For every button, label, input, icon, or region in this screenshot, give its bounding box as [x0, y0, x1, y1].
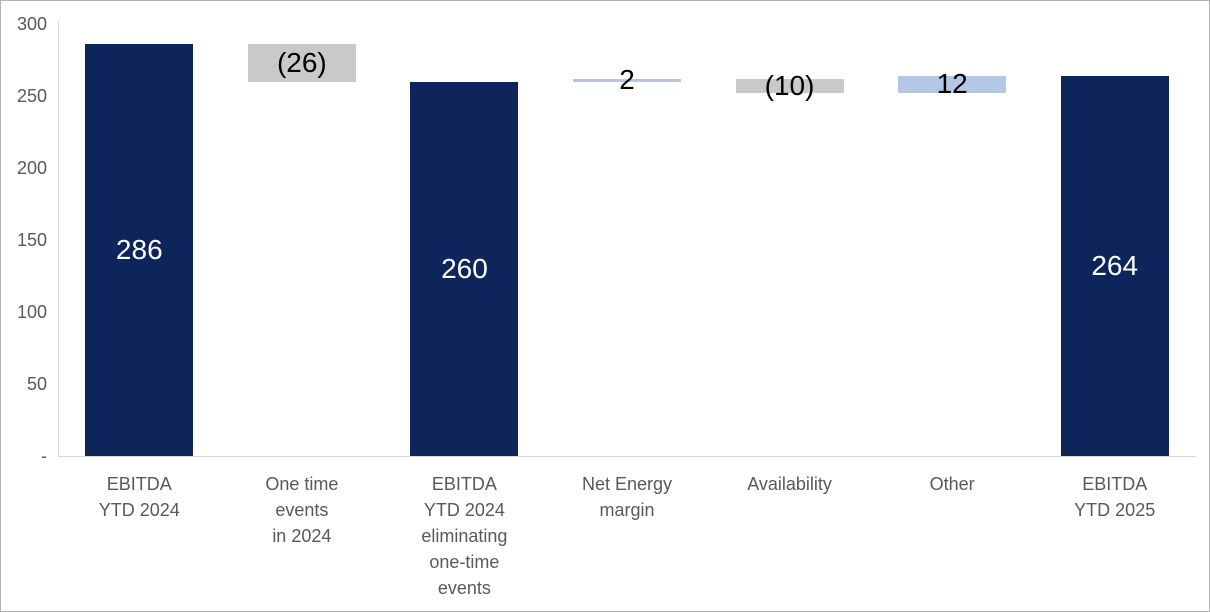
bar-value-label: 2 — [619, 64, 635, 96]
bar-5 — [735, 78, 844, 94]
bar-4 — [573, 78, 681, 82]
category-label-line: Net Energy — [581, 474, 672, 494]
category-label: Net Energy margin — [546, 471, 709, 523]
y-axis-line — [58, 21, 59, 456]
y-tick-label: 200 — [16, 158, 47, 178]
category-label-line: Availability — [747, 474, 832, 494]
bar-value-label: 264 — [1091, 249, 1139, 281]
category-label: One time events in 2024 — [221, 471, 384, 549]
category-label-line: EBITDA — [1082, 474, 1148, 494]
x-axis-line — [58, 456, 1196, 457]
bar-3 — [410, 81, 519, 456]
y-tick-label: 300 — [16, 14, 47, 34]
bar-value-label: 286 — [115, 234, 163, 266]
category-label-line: events — [437, 578, 491, 598]
bar-value-label: 12 — [936, 68, 968, 100]
category-label-line: One time — [265, 474, 339, 494]
category-label-line: eliminating — [421, 526, 508, 546]
bar-value-label: (10) — [764, 69, 815, 101]
category-label-line: in 2024 — [272, 526, 332, 546]
category-label: Availability — [708, 471, 871, 497]
category-label: Other — [871, 471, 1034, 497]
y-tick-label: 150 — [16, 230, 47, 250]
bar-value-label: 260 — [441, 252, 488, 284]
bar-2 — [247, 44, 356, 82]
bar-6 — [898, 75, 1007, 94]
y-tick-label: 100 — [16, 302, 47, 322]
bar-7 — [1060, 75, 1169, 456]
category-label-line: YTD 2025 — [1074, 500, 1156, 520]
category-label-line: margin — [599, 500, 655, 520]
category-label-line: one-time — [429, 552, 500, 572]
category-label-line: YTD 2024 — [423, 500, 505, 520]
bar-1 — [85, 44, 194, 456]
y-tick-label: - — [41, 446, 47, 466]
bar-value-label: (26) — [276, 46, 327, 78]
category-label-line: events — [275, 500, 329, 520]
y-tick-label: 250 — [16, 86, 47, 106]
y-tick-label: 50 — [26, 374, 47, 394]
category-label: EBITDA YTD 2025 — [1033, 471, 1196, 523]
category-label: EBITDA YTD 2024 — [58, 471, 221, 523]
category-label-line: EBITDA — [106, 474, 172, 494]
category-label-line: EBITDA — [431, 474, 497, 494]
category-label: EBITDA YTD 2024 eliminating one-time events — [383, 471, 546, 601]
category-label-line: YTD 2024 — [98, 500, 180, 520]
category-label-line: Other — [929, 474, 975, 494]
